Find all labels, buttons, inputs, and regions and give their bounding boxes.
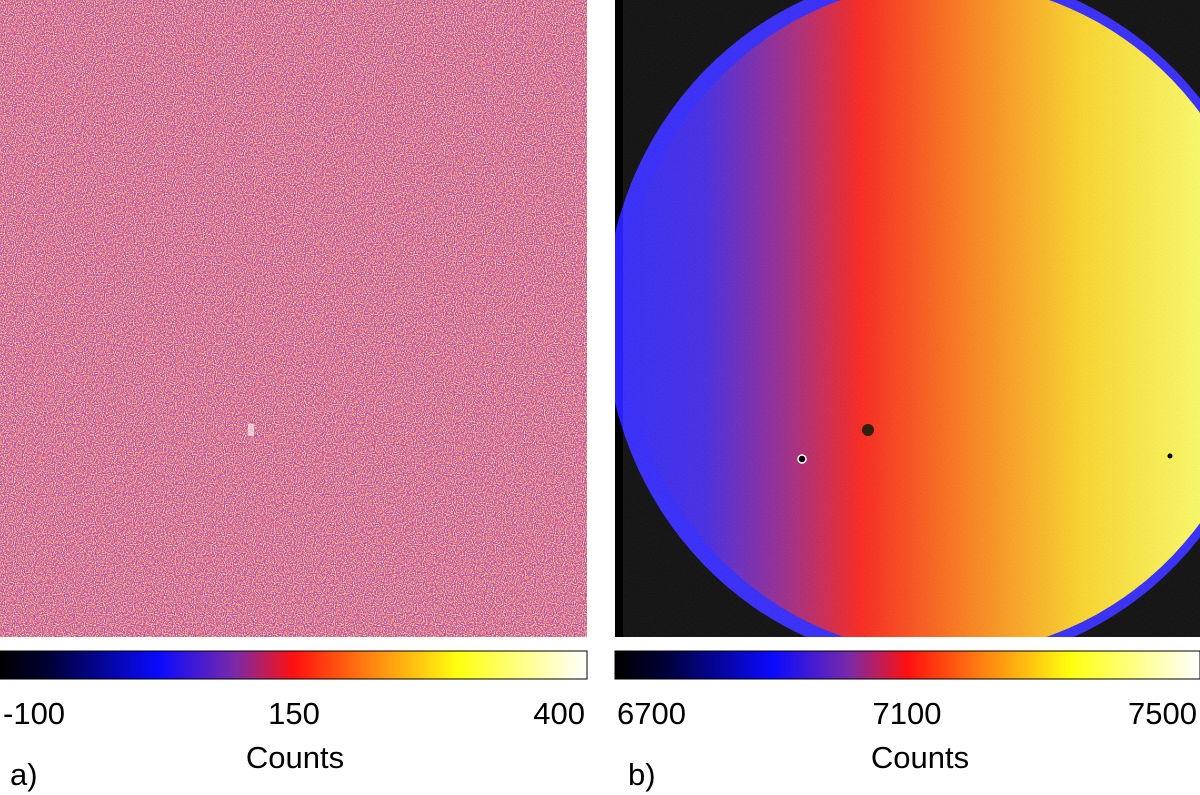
panel-label: a) [10, 757, 38, 792]
colorbar-tick-label: 150 [268, 696, 320, 731]
colorbar-a [0, 650, 588, 680]
image-a [0, 0, 587, 637]
colorbar-label: Counts [871, 740, 969, 775]
panel-label: b) [628, 757, 656, 792]
colorbar-label: Counts [246, 740, 344, 775]
colorbar-tick-label: 7100 [873, 696, 942, 731]
colorbar-b [614, 650, 1200, 680]
colorbar-tick-label: 7500 [1128, 696, 1197, 731]
colorbar-tick-label: -100 [3, 696, 65, 731]
colorbar-tick-label: 400 [533, 696, 585, 731]
colorbar-tick-label: 6700 [617, 696, 686, 731]
image-b [615, 0, 1200, 637]
